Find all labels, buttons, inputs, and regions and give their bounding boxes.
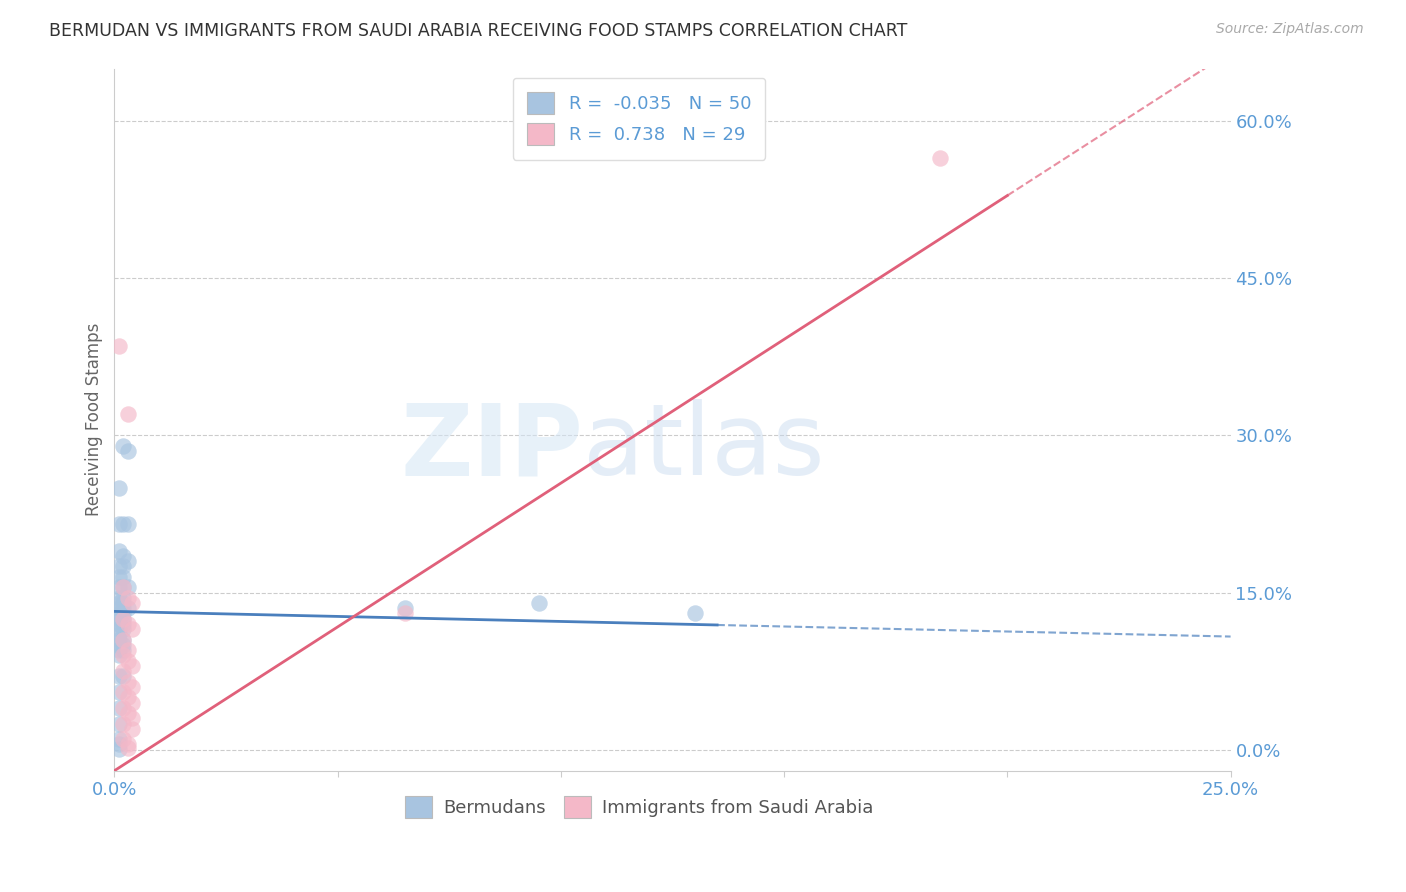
Point (112, 612, 135, 626)
Point (121, 711, 143, 725)
Point (112, 701, 135, 715)
Point (108, 632, 131, 647)
Point (683, 607, 706, 621)
Point (108, 648, 131, 663)
Point (112, 669, 135, 683)
Point (117, 706, 139, 720)
Point (108, 732, 131, 747)
Point (121, 680, 143, 694)
Point (121, 659, 143, 673)
Text: ZIP: ZIP (401, 400, 583, 496)
Point (394, 607, 416, 621)
Point (112, 632, 135, 647)
Point (117, 580, 139, 594)
Point (117, 617, 139, 632)
Text: Source: ZipAtlas.com: Source: ZipAtlas.com (1216, 22, 1364, 37)
Point (112, 643, 135, 657)
Point (112, 612, 135, 626)
Point (108, 570, 131, 584)
Point (117, 601, 139, 615)
Point (108, 622, 131, 636)
Point (117, 690, 139, 705)
Point (108, 607, 131, 621)
Point (108, 716, 131, 731)
Point (117, 738, 139, 752)
Point (117, 674, 139, 689)
Point (112, 638, 135, 652)
Point (112, 648, 135, 663)
Legend: Bermudans, Immigrants from Saudi Arabia: Bermudans, Immigrants from Saudi Arabia (398, 789, 880, 825)
Point (121, 596, 143, 610)
Point (108, 591, 131, 605)
Point (117, 643, 139, 657)
Point (112, 601, 135, 615)
Point (929, 151, 952, 165)
Text: BERMUDAN VS IMMIGRANTS FROM SAUDI ARABIA RECEIVING FOOD STAMPS CORRELATION CHART: BERMUDAN VS IMMIGRANTS FROM SAUDI ARABIA… (49, 22, 908, 40)
Point (108, 543, 131, 558)
Y-axis label: Receiving Food Stamps: Receiving Food Stamps (86, 323, 103, 516)
Point (112, 580, 135, 594)
Point (112, 685, 135, 699)
Point (121, 622, 143, 636)
Point (121, 722, 143, 736)
Point (108, 685, 131, 699)
Point (108, 669, 131, 683)
Point (394, 601, 416, 615)
Point (112, 559, 135, 574)
Point (117, 444, 139, 458)
Point (112, 732, 135, 747)
Point (108, 627, 131, 641)
Point (121, 696, 143, 710)
Point (117, 554, 139, 568)
Point (108, 601, 131, 615)
Point (112, 439, 135, 453)
Point (527, 596, 550, 610)
Point (117, 654, 139, 668)
Point (112, 596, 135, 610)
Point (108, 701, 131, 715)
Point (108, 612, 131, 626)
Point (117, 591, 139, 605)
Point (112, 549, 135, 563)
Point (117, 740, 139, 755)
Point (108, 596, 131, 610)
Point (112, 716, 135, 731)
Point (108, 643, 131, 657)
Point (108, 741, 131, 756)
Point (108, 617, 131, 632)
Point (108, 580, 131, 594)
Point (112, 617, 135, 632)
Point (117, 408, 139, 422)
Point (108, 738, 131, 752)
Point (112, 607, 135, 621)
Point (108, 481, 131, 495)
Point (112, 632, 135, 647)
Point (117, 517, 139, 532)
Point (108, 517, 131, 532)
Point (108, 559, 131, 574)
Point (112, 580, 135, 594)
Point (108, 339, 131, 353)
Point (112, 591, 135, 605)
Text: atlas: atlas (583, 400, 825, 496)
Point (108, 638, 131, 652)
Point (112, 622, 135, 636)
Point (112, 517, 135, 532)
Point (112, 570, 135, 584)
Point (112, 664, 135, 678)
